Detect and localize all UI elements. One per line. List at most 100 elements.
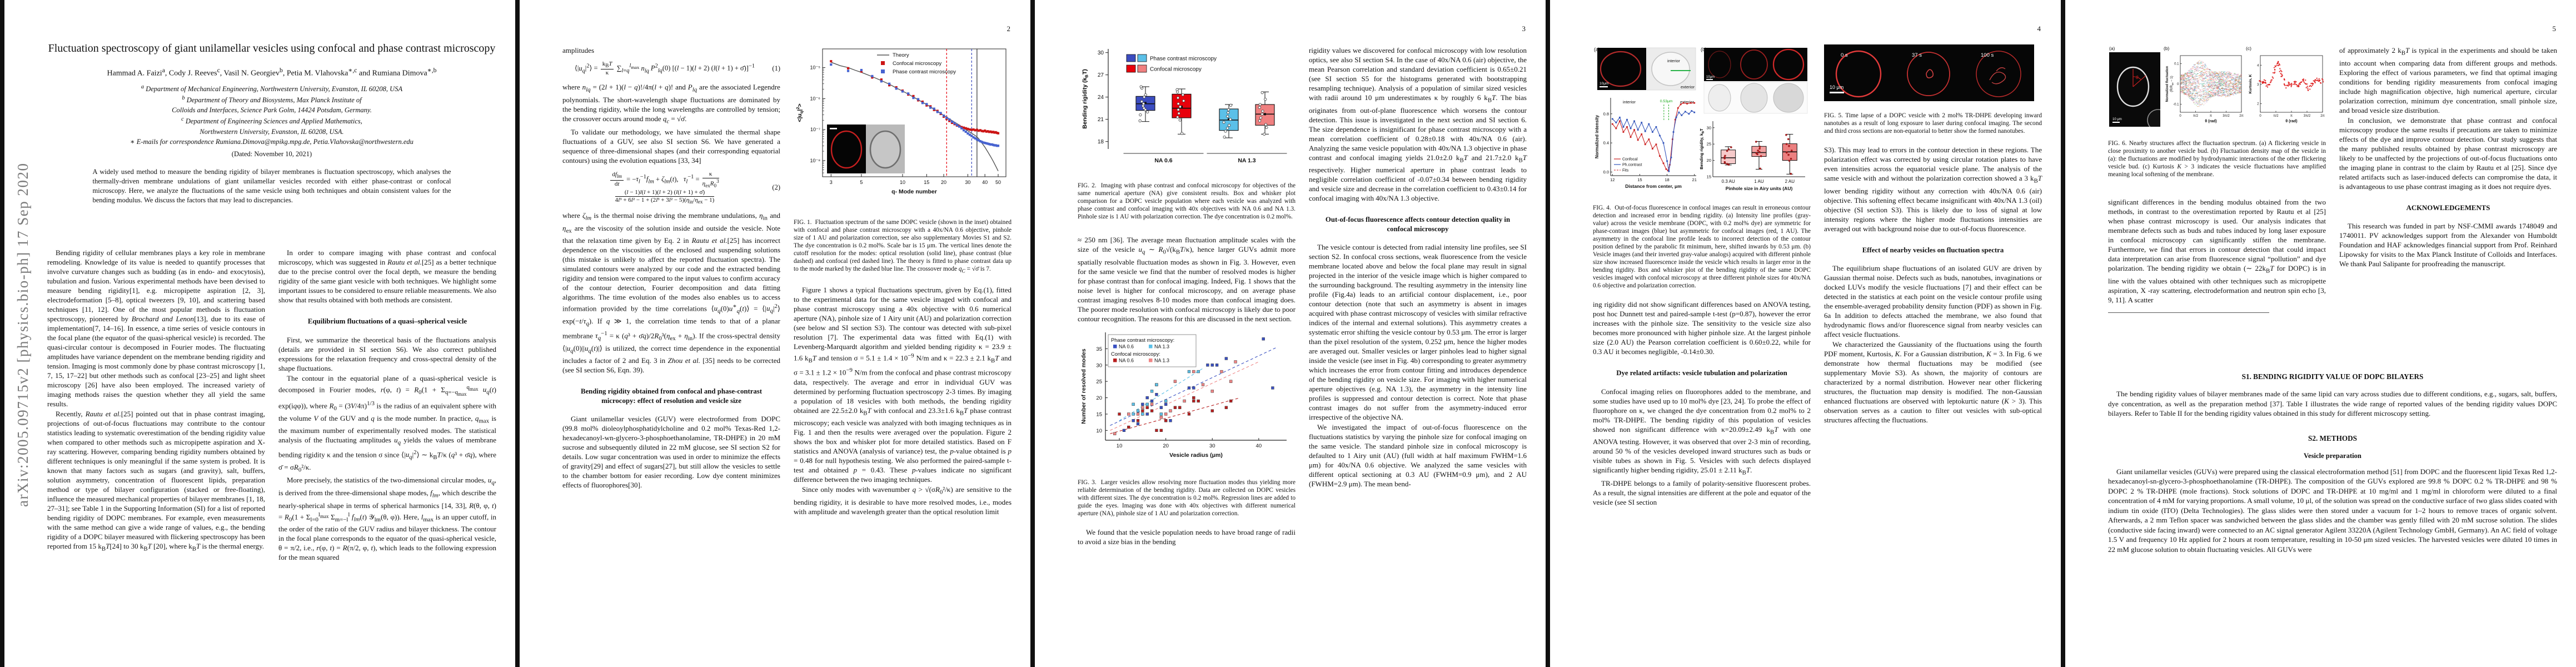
p1-column-right: In order to compare imaging with phase c… <box>278 248 496 563</box>
svg-text:π/2: π/2 <box>2193 115 2199 118</box>
page-separator <box>2061 0 2065 667</box>
paragraph: amplitudes <box>562 46 595 54</box>
fig2-chart: 18 21 24 27 30 Bending rigidity (kBT) NA 0.6 NA… <box>1078 46 1296 177</box>
svg-text:θ: θ <box>2136 75 2139 80</box>
svg-text:Vesicle radius (μm): Vesicle radius (μm) <box>1169 452 1223 459</box>
svg-text:10: 10 <box>1096 427 1102 434</box>
page-number: 4 <box>2037 24 2041 33</box>
svg-text:Ph.contrast: Ph.contrast <box>1622 163 1642 167</box>
svg-text:30: 30 <box>1707 125 1711 130</box>
page-number: 2 <box>1007 24 1011 33</box>
p2-column-left: amplitudes ⟨|uq|2⟩ = kBT κ ∑l=qlmax nlq P… <box>562 46 780 490</box>
svg-text:40: 40 <box>1256 443 1262 449</box>
svg-text:Number of resolved modes: Number of resolved modes <box>1080 349 1087 424</box>
page-2: 2 amplitudes ⟨|uq|2⟩ = kBT κ ∑l=qlmax nlq… <box>515 0 1030 667</box>
svg-text:2π: 2π <box>2239 115 2243 118</box>
arxiv-watermark: arXiv:2005.09715v2 [physics.bio-ph] 17 S… <box>14 162 31 507</box>
page-separator <box>515 0 520 667</box>
svg-text:3: 3 <box>2257 83 2259 87</box>
paragraph: significant differences in the bending m… <box>2108 198 2326 304</box>
svg-text:2 AU: 2 AU <box>1785 179 1795 184</box>
fig4-figure: (a) 10μm interior exterior 12 15 18 21 0.0 0.4 0.8… <box>1593 44 1811 200</box>
svg-text:Theory: Theory <box>893 52 909 58</box>
supplementary-section: S1. BENDING RIGIDITY VALUE OF DOPC BILAY… <box>2108 362 2557 554</box>
paragraph: This research was funded in part by NSF-… <box>2339 222 2557 268</box>
section-heading: Effect of nearby vesicles on fluctuation… <box>1862 246 2004 254</box>
p4-column-right: 0 s 37 s 100 s 10 μm FIG. 5. Time lapse of … <box>1824 44 2042 425</box>
svg-text:2: 2 <box>2257 102 2259 106</box>
paper-date: (Dated: November 10, 2021) <box>231 150 312 158</box>
svg-text:10 μm: 10 μm <box>2112 118 2122 121</box>
paragraph: rigidity values we discovered for confoc… <box>1309 46 1527 203</box>
paragraph: S3). This may lead to errors in the cont… <box>1824 146 2042 233</box>
paper-title: Fluctuation spectroscopy of giant unilam… <box>48 42 496 54</box>
svg-text:exterior: exterior <box>1681 84 1695 89</box>
svg-text:10⁻⁷: 10⁻⁷ <box>810 127 820 132</box>
svg-text:4: 4 <box>2257 64 2259 67</box>
equation-1: ⟨|uq|2⟩ = kBT κ ∑l=qlmax nlq P2lq(0) [(l … <box>562 61 780 77</box>
svg-text:Phase contrast microscopy: Phase contrast microscopy <box>893 69 956 75</box>
svg-text:θ (rad): θ (rad) <box>2205 120 2216 123</box>
svg-text:<|uq|2>: <|uq|2> <box>795 103 804 122</box>
svg-text:30: 30 <box>1098 50 1104 56</box>
paragraph: Confocal imaging relies on fluorophores … <box>1593 387 1811 476</box>
svg-text:20: 20 <box>1096 395 1102 401</box>
s2-heading: S2. METHODS <box>2308 434 2357 442</box>
svg-text:1 AU: 1 AU <box>1754 179 1764 184</box>
svg-text:24: 24 <box>1098 94 1104 101</box>
page-separator <box>1030 0 1035 667</box>
paper-authors: Hammad A. Faizia, Cody J. Reevesc, Vasil… <box>107 67 437 78</box>
equation-number: (1) <box>772 64 780 73</box>
svg-text:θ (rad): θ (rad) <box>2285 120 2297 123</box>
svg-text:0: 0 <box>2259 115 2261 118</box>
svg-text:NA 1.3: NA 1.3 <box>1154 357 1169 363</box>
svg-text:12: 12 <box>1610 177 1615 182</box>
svg-text:(a): (a) <box>1594 47 1600 52</box>
svg-text:40: 40 <box>982 180 988 185</box>
fig5-figure: 0 s 37 s 100 s 10 μm <box>1824 44 2042 104</box>
svg-text:25: 25 <box>1707 142 1711 147</box>
svg-text:π/2: π/2 <box>2273 115 2279 118</box>
svg-text:15: 15 <box>1637 177 1642 182</box>
svg-text:35: 35 <box>1096 346 1102 352</box>
paragraph: The vesicle contour is detected from rad… <box>1309 243 1527 422</box>
equation-2: dflm dt = −τl−1flm + ζlm(t), τl−1 = κ ηexR… <box>562 171 780 205</box>
svg-text:10μm: 10μm <box>1706 76 1715 79</box>
p3-column-left: 18 21 24 27 30 Bending rigidity (kBT) NA 0.6 NA… <box>1078 46 1296 547</box>
section-heading: Equilibrium fluctuations of a quasi–sphe… <box>307 317 467 325</box>
paragraph: We characterized the Gaussianity of the … <box>1824 340 2042 425</box>
svg-text:30: 30 <box>1096 362 1102 369</box>
svg-text:0: 0 <box>2179 115 2181 118</box>
svg-text:NA 0.6: NA 0.6 <box>1119 357 1134 363</box>
paragraph: The bending rigidity values of bilayer m… <box>2108 390 2557 417</box>
fig6-caption: FIG. 6. Nearby structures affect the flu… <box>2108 140 2326 178</box>
svg-text:0.53μm: 0.53μm <box>1660 99 1673 103</box>
section-heading: Dye related artifacts: vesicle tubulatio… <box>1616 369 1787 377</box>
svg-text:(R/Rav − 1): (R/Rav − 1) <box>2170 76 2174 92</box>
paragraph: of approximately 2 kBT is typical in the… <box>2339 46 2558 115</box>
paragraph: In order to compare imaging with phase c… <box>278 248 497 304</box>
page-separator <box>1546 0 1550 667</box>
svg-text:0.8: 0.8 <box>1603 111 1609 116</box>
paragraph: In conclusion, we demonstrate that phase… <box>2339 116 2557 191</box>
svg-text:3π/2: 3π/2 <box>2223 115 2230 118</box>
p1-column-left: Bending rigidity of cellular membranes p… <box>47 248 265 555</box>
p3-column-right: rigidity values we discovered for confoc… <box>1309 46 1527 489</box>
svg-text:Distance from center, μm: Distance from center, μm <box>1625 183 1682 189</box>
fig3-chart: 10 20 30 40 10 15 20 25 30 35 Vesicle radius (μm) N… <box>1078 329 1296 474</box>
paragraph: We found that the vesicle population nee… <box>1078 527 1296 546</box>
svg-text:20: 20 <box>1163 443 1169 449</box>
paragraph: Giant unilamellar vesicles (GUV) were el… <box>562 415 780 490</box>
svg-text:27: 27 <box>1098 72 1104 78</box>
svg-text:100 s: 100 s <box>1981 52 1994 58</box>
s1-heading: S1. BENDING RIGIDITY VALUE OF DOPC BILAY… <box>2241 372 2424 381</box>
paragraph: More precisely, the statistics of the tw… <box>278 476 496 562</box>
page-4: 4 (a) 10μm interior exterior 12 15 18 21 0.0 0.4 0… <box>1546 0 2061 667</box>
svg-text:NA 0.6: NA 0.6 <box>1119 344 1134 349</box>
equation-number: (2) <box>772 183 780 192</box>
vesicle-preparation-heading: Vesicle preparation <box>2304 451 2361 460</box>
svg-text:20: 20 <box>941 180 946 185</box>
svg-text:10: 10 <box>1117 443 1123 449</box>
svg-text:exterior: exterior <box>1680 99 1695 104</box>
